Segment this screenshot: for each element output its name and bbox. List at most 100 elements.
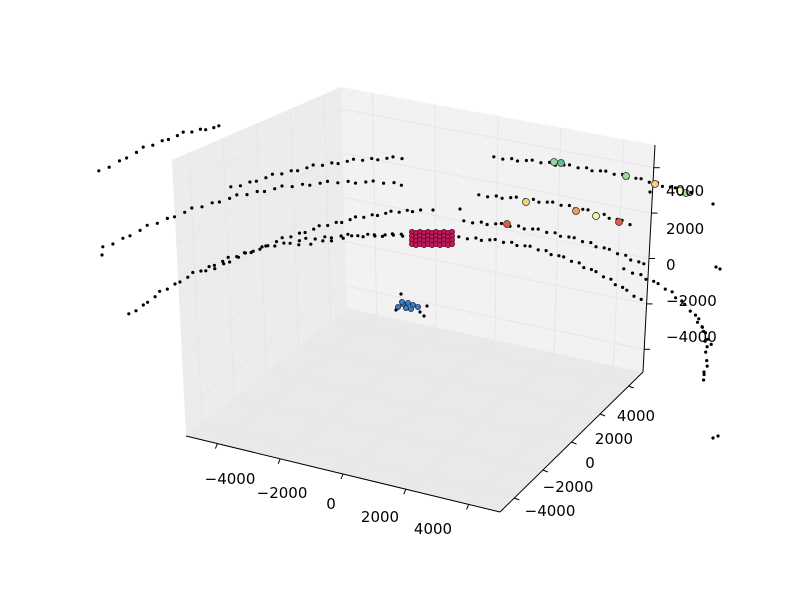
scatter-point: [660, 184, 665, 188]
y-tick-mark: [514, 497, 520, 501]
scatter-point: [296, 169, 300, 173]
scatter-point: [325, 179, 330, 183]
scatter-point: [528, 244, 532, 248]
scatter-point: [718, 267, 722, 271]
scatter-point: [323, 235, 327, 239]
scatter-point: [383, 233, 387, 237]
scatter-point: [399, 292, 403, 296]
scatter-point: [407, 305, 414, 312]
scatter-point: [190, 206, 194, 210]
scatter-point: [200, 205, 204, 209]
scatter-point: [594, 270, 598, 274]
scatter-point: [418, 310, 422, 314]
scatter-point: [264, 244, 268, 248]
scatter-point: [245, 193, 249, 197]
scatter-point: [594, 245, 598, 249]
scatter-point: [190, 130, 194, 134]
scatter-point: [165, 287, 169, 291]
scatter-point: [558, 234, 563, 238]
scatter-point: [410, 210, 415, 214]
scatter-point: [309, 242, 313, 246]
scatter-point: [425, 304, 429, 308]
scatter-point: [165, 216, 169, 220]
scatter-point: [389, 209, 393, 213]
scatter-point: [153, 295, 157, 299]
scatter-point: [648, 190, 652, 194]
scatter-point: [228, 196, 232, 200]
scatter-point: [522, 227, 526, 231]
scatter-point: [674, 296, 678, 300]
scatter-point: [479, 220, 483, 224]
scatter-point: [572, 207, 580, 215]
scatter-point: [399, 183, 403, 187]
scatter-point: [364, 180, 368, 184]
x-tick-mark: [466, 504, 470, 510]
scatter-point: [592, 212, 600, 220]
scatter-point: [585, 166, 589, 170]
scatter-point: [536, 227, 540, 231]
scatter-point: [353, 181, 358, 185]
scatter-point: [551, 200, 555, 204]
scatter-point: [402, 304, 409, 311]
scatter-point: [334, 220, 338, 224]
scatter-point: [479, 238, 483, 242]
gridline: [181, 241, 647, 354]
tick-labels: −4000 −2000 0 2000 4000 −4000 −2000 0 20…: [205, 182, 717, 538]
z-tick-label: 2000: [666, 220, 704, 238]
scatter-point: [639, 177, 643, 181]
scatter-point: [375, 213, 380, 218]
scatter-point: [361, 235, 365, 239]
scatter-point: [589, 267, 594, 272]
x-tick-mark: [403, 489, 407, 495]
y-tick-label: 2000: [595, 430, 633, 448]
scatter-point: [572, 236, 576, 240]
y-tick-label: −2000: [543, 478, 594, 496]
scatter-point: [448, 240, 455, 247]
z-tick-label: −4000: [666, 328, 717, 346]
scatter-point: [639, 297, 643, 301]
scatter-point: [348, 218, 352, 222]
scatter-point: [399, 232, 403, 236]
gridline: [323, 94, 332, 321]
scatter-point: [524, 158, 529, 163]
scatter-point: [280, 172, 284, 176]
x-tick-mark: [340, 473, 344, 480]
scatter-point: [530, 158, 534, 162]
scatter-point: [673, 186, 678, 190]
scatter-point: [503, 220, 511, 228]
scatter-point: [501, 157, 505, 161]
scatter-point: [260, 245, 264, 249]
scatter-point: [181, 130, 185, 134]
scatter-point: [531, 197, 536, 201]
scatter-point: [134, 309, 138, 313]
gridline: [612, 139, 625, 366]
scatter-point: [517, 224, 521, 228]
scatter-point: [207, 265, 211, 269]
scatter-point: [622, 267, 626, 271]
scatter-point: [391, 233, 395, 237]
scatter-point: [248, 180, 252, 184]
scatter-point: [693, 313, 698, 317]
scatter-point: [362, 215, 366, 219]
scatter-point: [289, 235, 293, 239]
scatter-point: [613, 283, 617, 287]
scatter-point: [486, 195, 490, 199]
gridline: [175, 152, 652, 244]
scatter-point: [273, 244, 277, 248]
scatter-point: [288, 241, 292, 245]
scatter-point: [634, 176, 638, 180]
scatter-point: [238, 184, 242, 188]
scatter-point: [545, 230, 549, 234]
scatter-point: [474, 236, 478, 240]
scatter-point: [235, 193, 239, 197]
scatter-point: [384, 211, 388, 215]
scatter-point: [280, 236, 284, 240]
scatter-point: [663, 287, 667, 291]
scatter-point: [704, 350, 708, 354]
scatter-point: [297, 231, 302, 235]
scatter-point: [457, 235, 461, 239]
scatter-point: [141, 303, 145, 307]
scatter-point: [656, 282, 660, 286]
scatter-point: [213, 267, 217, 271]
scatter-point: [602, 212, 606, 216]
